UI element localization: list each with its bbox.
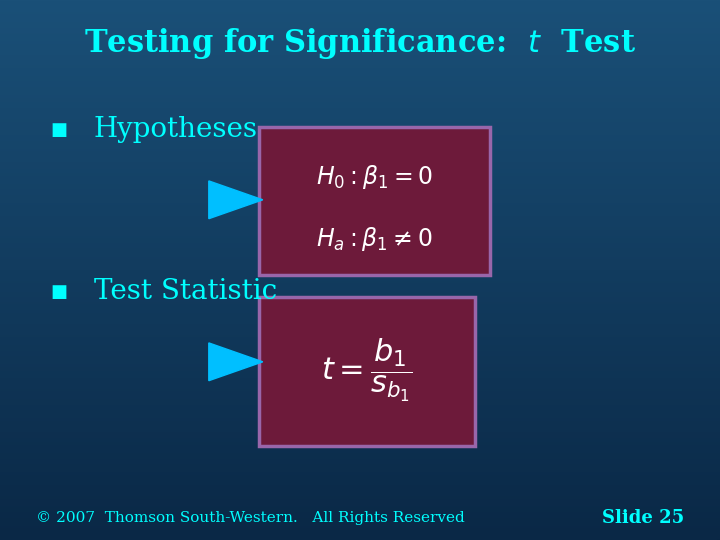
Text: ■: ■ bbox=[50, 120, 68, 139]
Text: Hypotheses: Hypotheses bbox=[94, 116, 258, 143]
Polygon shape bbox=[209, 343, 263, 381]
Text: Testing for Significance:  $t$  Test: Testing for Significance: $t$ Test bbox=[84, 26, 636, 60]
Text: © 2007  Thomson South-Western.   All Rights Reserved: © 2007 Thomson South-Western. All Rights… bbox=[36, 511, 464, 525]
FancyBboxPatch shape bbox=[259, 127, 490, 275]
FancyBboxPatch shape bbox=[259, 297, 475, 445]
Text: Slide 25: Slide 25 bbox=[602, 509, 684, 528]
Text: $H_0: \beta_1 = 0$: $H_0: \beta_1 = 0$ bbox=[316, 163, 433, 191]
Text: $H_a: \beta_1 \neq 0$: $H_a: \beta_1 \neq 0$ bbox=[316, 225, 433, 253]
Polygon shape bbox=[209, 181, 263, 219]
Text: $t = \dfrac{b_1}{s_{b_1}}$: $t = \dfrac{b_1}{s_{b_1}}$ bbox=[321, 336, 413, 403]
Text: Test Statistic: Test Statistic bbox=[94, 278, 276, 305]
Text: ■: ■ bbox=[50, 282, 68, 301]
